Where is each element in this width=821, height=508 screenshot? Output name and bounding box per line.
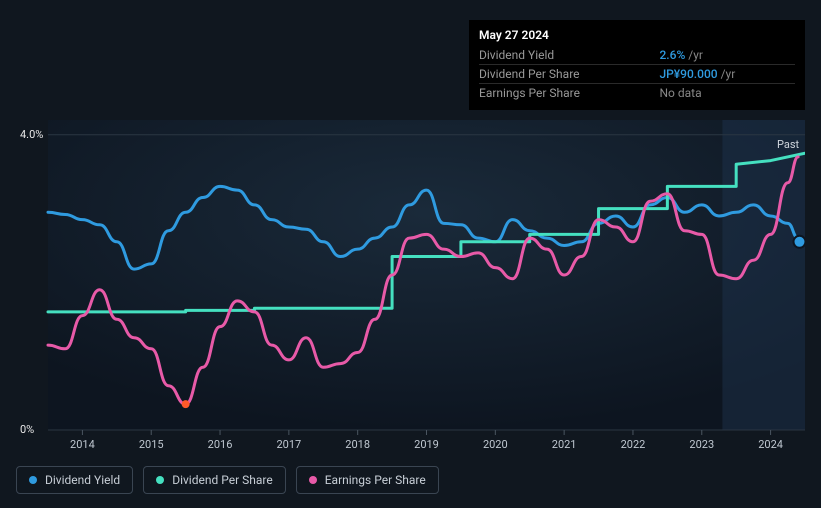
series-end-marker-dividend-yield bbox=[793, 236, 805, 248]
x-axis-label: 2016 bbox=[208, 438, 233, 451]
legend-item-dividend-per-share[interactable]: Dividend Per Share bbox=[143, 466, 286, 494]
plot-background bbox=[48, 120, 805, 430]
series-low-marker-earnings-per-share bbox=[182, 400, 190, 408]
x-axis-label: 2019 bbox=[414, 438, 439, 451]
x-axis-label: 2014 bbox=[70, 438, 95, 451]
tooltip-row-label: Dividend Per Share bbox=[479, 65, 659, 84]
chart-svg bbox=[16, 110, 805, 450]
x-axis-label: 2023 bbox=[689, 438, 714, 451]
x-axis-label: 2022 bbox=[621, 438, 646, 451]
tooltip-row: Earnings Per ShareNo data bbox=[479, 84, 795, 103]
tooltip-row-label: Dividend Yield bbox=[479, 46, 659, 65]
legend-label: Earnings Per Share bbox=[325, 473, 426, 487]
tooltip-box: May 27 2024 Dividend Yield2.6% /yrDivide… bbox=[469, 20, 805, 110]
y-axis-label-min: 0% bbox=[20, 423, 34, 436]
past-label: Past bbox=[777, 138, 799, 151]
tooltip-row-value: No data bbox=[659, 84, 795, 103]
legend: Dividend Yield Dividend Per Share Earnings… bbox=[16, 466, 439, 494]
legend-dot-icon bbox=[29, 476, 37, 484]
y-axis-label-max: 4.0% bbox=[20, 128, 43, 141]
x-axis-label: 2018 bbox=[345, 438, 370, 451]
legend-dot-icon bbox=[156, 476, 164, 484]
legend-label: Dividend Per Share bbox=[172, 473, 273, 487]
tooltip-row-value: 2.6% /yr bbox=[659, 46, 795, 65]
x-axis-label: 2024 bbox=[758, 438, 783, 451]
legend-item-dividend-yield[interactable]: Dividend Yield bbox=[16, 466, 133, 494]
tooltip-row-label: Earnings Per Share bbox=[479, 84, 659, 103]
x-axis-label: 2020 bbox=[483, 438, 508, 451]
legend-item-earnings-per-share[interactable]: Earnings Per Share bbox=[296, 466, 439, 494]
x-axis-label: 2017 bbox=[276, 438, 301, 451]
legend-label: Dividend Yield bbox=[45, 473, 120, 487]
tooltip-row-value: JP¥90.000 /yr bbox=[659, 65, 795, 84]
tooltip-date: May 27 2024 bbox=[479, 28, 795, 42]
tooltip-row: Dividend Per ShareJP¥90.000 /yr bbox=[479, 65, 795, 84]
chart-area bbox=[16, 110, 805, 450]
x-axis-label: 2021 bbox=[552, 438, 577, 451]
x-axis-label: 2015 bbox=[139, 438, 164, 451]
tooltip-row: Dividend Yield2.6% /yr bbox=[479, 46, 795, 65]
tooltip-table: Dividend Yield2.6% /yrDividend Per Share… bbox=[479, 46, 795, 102]
legend-dot-icon bbox=[309, 476, 317, 484]
